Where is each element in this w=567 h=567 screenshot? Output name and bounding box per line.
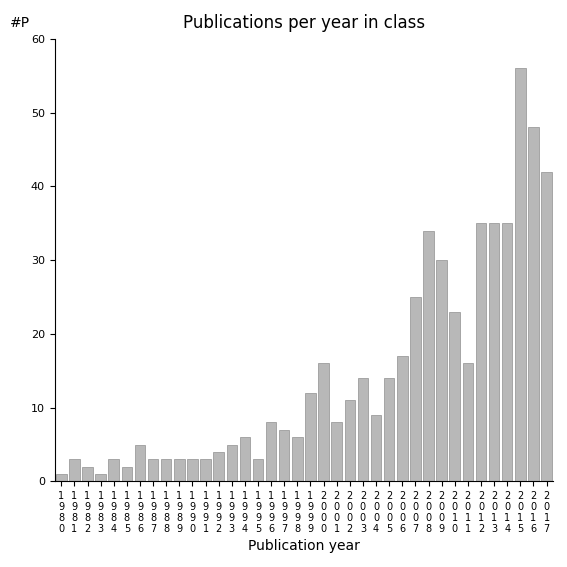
Bar	[345, 400, 355, 481]
Bar	[82, 467, 93, 481]
Bar	[410, 297, 421, 481]
Bar	[463, 363, 473, 481]
Bar	[56, 474, 66, 481]
Bar	[437, 260, 447, 481]
Bar	[292, 437, 303, 481]
Bar	[318, 363, 329, 481]
Bar	[371, 415, 381, 481]
Bar	[227, 445, 237, 481]
Bar	[515, 69, 526, 481]
Bar	[200, 459, 211, 481]
Title: Publications per year in class: Publications per year in class	[183, 14, 425, 32]
Bar	[187, 459, 198, 481]
Bar	[305, 393, 316, 481]
Bar	[528, 128, 539, 481]
Bar	[358, 378, 368, 481]
Y-axis label: #P: #P	[10, 16, 30, 30]
Bar	[121, 467, 132, 481]
X-axis label: Publication year: Publication year	[248, 539, 360, 553]
Bar	[135, 445, 145, 481]
Bar	[240, 437, 250, 481]
Bar	[384, 378, 395, 481]
Bar	[148, 459, 158, 481]
Bar	[279, 430, 290, 481]
Bar	[541, 172, 552, 481]
Bar	[450, 312, 460, 481]
Bar	[266, 422, 276, 481]
Bar	[174, 459, 184, 481]
Bar	[108, 459, 119, 481]
Bar	[213, 452, 224, 481]
Bar	[397, 356, 408, 481]
Bar	[423, 231, 434, 481]
Bar	[502, 223, 513, 481]
Bar	[489, 223, 500, 481]
Bar	[69, 459, 79, 481]
Bar	[95, 474, 106, 481]
Bar	[332, 422, 342, 481]
Bar	[161, 459, 171, 481]
Bar	[476, 223, 486, 481]
Bar	[253, 459, 263, 481]
